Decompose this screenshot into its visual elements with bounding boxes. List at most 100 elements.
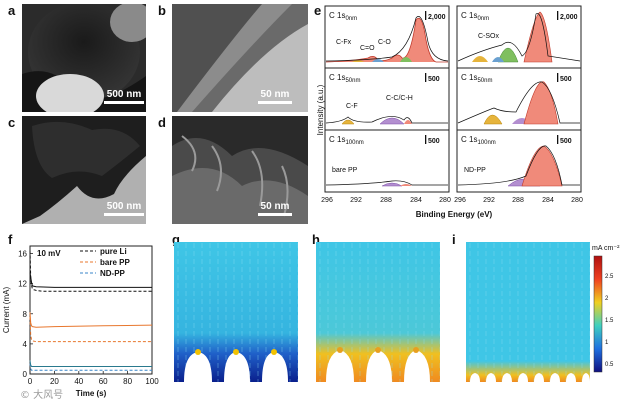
xps-ylabel: Intensity (a.u.): [316, 84, 325, 135]
xps-left-row-2-scale-bar: [425, 135, 427, 144]
xps-right-row-2-scale: 500: [560, 138, 572, 145]
series-line-nd-pp: [29, 363, 152, 371]
panel-d: d 50 nm: [150, 112, 310, 224]
x-axis-label: Time (s): [76, 389, 107, 398]
y-tick-label-2: 8: [23, 310, 28, 319]
panel-h: h: [302, 230, 442, 382]
series-line-bare-pp-solid: [29, 312, 153, 328]
panel-label-g: g: [172, 232, 180, 247]
xps-left-row-2-scale: 500: [428, 138, 440, 145]
scale-text-b: 50 nm: [260, 89, 290, 100]
panel-g: g: [162, 230, 302, 382]
xps-left-row-0-scale: 2,000: [428, 14, 446, 21]
x-tick-label-4: 80: [123, 377, 132, 386]
x-tick-label-0: 0: [28, 377, 33, 386]
tem-image-b: [172, 4, 308, 112]
series-line-bare-pp: [29, 316, 152, 343]
tem-image-c: [22, 116, 146, 224]
colorbar-tick-2: 1.5: [605, 318, 614, 324]
scale-text-a: 500 nm: [106, 89, 142, 100]
xps-right-row-0-title: C 1s0nm: [461, 11, 489, 22]
x-tick-label-3: 60: [99, 377, 108, 386]
xps-left-row-0-title: C 1s0nm: [329, 11, 357, 22]
panel-label-a: a: [8, 3, 16, 18]
colorbar: mA cm⁻² 2.5 2 1.5 1 0.5: [592, 245, 620, 373]
panel-label-f: f: [8, 232, 13, 247]
xps-right-row-2-scale-bar: [557, 135, 559, 144]
legend-label-0: pure Li: [100, 247, 127, 256]
simulation-image-i: [466, 242, 590, 382]
colorbar-tick-4: 0.5: [605, 362, 614, 368]
series-line-pure-li-solid: [29, 272, 152, 288]
xps-left-row-1-title: C 1s50nm: [329, 73, 360, 84]
panel-label-b: b: [158, 3, 166, 18]
xps-left-row-2-frame: [324, 129, 450, 193]
x-tick-label-2: 40: [74, 377, 83, 386]
legend-label-2: ND-PP: [100, 269, 126, 278]
xps-left-row-1-scale: 500: [428, 76, 440, 83]
simulation-image-h: [316, 242, 440, 382]
scale-text-c: 500 nm: [106, 201, 142, 212]
xps-left-row-0-scale-bar: [425, 11, 427, 20]
chart-annotation: 10 mV: [37, 249, 61, 258]
xps-xlabel: Binding Energy (eV): [416, 210, 493, 219]
xps-right-tick-1: 292: [483, 197, 495, 204]
xps-right-row-1-title: C 1s50nm: [461, 73, 492, 84]
xps-right-row-2-spectra: [457, 145, 580, 187]
panel-label-c: c: [8, 115, 16, 130]
xps-right-tick-3: 284: [542, 197, 554, 204]
x-tick-label-1: 20: [50, 377, 59, 386]
xps-right-row-0-ann-0: C-SOx: [478, 33, 500, 40]
panel-label-e: e: [314, 3, 322, 18]
scale-bar-d: 50 nm: [258, 201, 292, 216]
watermark: © 大风号: [20, 390, 64, 401]
scale-text-d: 50 nm: [260, 201, 290, 212]
xps-right-row-2-frame: [456, 129, 582, 193]
xps-right-tick-0: 296: [454, 197, 466, 204]
simulation-image-g: [174, 242, 298, 382]
colorbar-tick-3: 1: [605, 340, 609, 346]
colorbar-unit: mA cm⁻²: [592, 245, 620, 252]
xps-right-row-1-scale: 500: [560, 76, 572, 83]
scale-bar-c: 500 nm: [104, 201, 144, 216]
xps-right-row-2-title: C 1s100nm: [461, 135, 496, 146]
scale-bar-a: 500 nm: [104, 89, 144, 104]
panel-e: e Intensity (a.u.) C 1s0nm 2,000 C-Fx C=…: [312, 0, 624, 228]
panel-c: c 500 nm: [0, 112, 148, 224]
xps-left-row-0-ann-1: C=O: [360, 45, 375, 52]
tem-image-d: [172, 116, 308, 224]
xps-left-row-0-ann-2: C-O: [378, 39, 391, 46]
y-tick-label-3: 12: [18, 280, 27, 289]
colorbar-tick-0: 2.5: [605, 274, 614, 280]
panel-b: b 50 nm: [150, 0, 310, 112]
series-line-pure-li: [29, 250, 152, 292]
panel-f: f 0 4 8 12 16 0 20 40 60 80 100 Current (mA) Time (s…: [0, 230, 162, 405]
xps-left-row-2-title: C 1s100nm: [329, 135, 364, 146]
xps-figure: Intensity (a.u.) C 1s0nm 2,000 C-Fx C=O …: [316, 5, 583, 219]
xps-right-row-1-spectra: [457, 81, 580, 125]
xps-left-tick-3: 284: [410, 197, 422, 204]
y-tick-label-1: 4: [23, 340, 28, 349]
xps-right-tick-4: 280: [571, 197, 583, 204]
panel-label-i: i: [452, 232, 456, 247]
xps-left-row-1-scale-bar: [425, 73, 427, 82]
xps-left-row-2-spectra: [325, 180, 448, 187]
xps-right-row-0-spectra: [457, 11, 581, 63]
xps-left-row-1-ann-1: C-C/C-H: [386, 95, 413, 102]
xps-left-tick-2: 288: [380, 197, 392, 204]
xps-right-row-0-scale-bar: [557, 11, 559, 20]
y-tick-label-4: 16: [18, 250, 27, 259]
xps-left-row-0-ann-0: C-Fx: [336, 39, 352, 46]
xps-left-row-0-spectra: [325, 16, 449, 63]
xps-left-tick-0: 296: [321, 197, 333, 204]
panel-a: a 500 nm: [0, 0, 148, 112]
panel-i: i mA cm⁻²: [442, 230, 624, 382]
scale-bar-b: 50 nm: [258, 89, 292, 104]
series-line-nd-pp-solid: [29, 360, 152, 367]
xps-right-row-2-ann-0: ND-PP: [464, 167, 486, 174]
legend-label-1: bare PP: [100, 258, 130, 267]
xps-right-tick-2: 288: [512, 197, 524, 204]
xps-left-row-2-ann-0: bare PP: [332, 167, 358, 174]
xps-left-row-1-ann-0: C-F: [346, 103, 358, 110]
xps-right-row-1-scale-bar: [557, 73, 559, 82]
